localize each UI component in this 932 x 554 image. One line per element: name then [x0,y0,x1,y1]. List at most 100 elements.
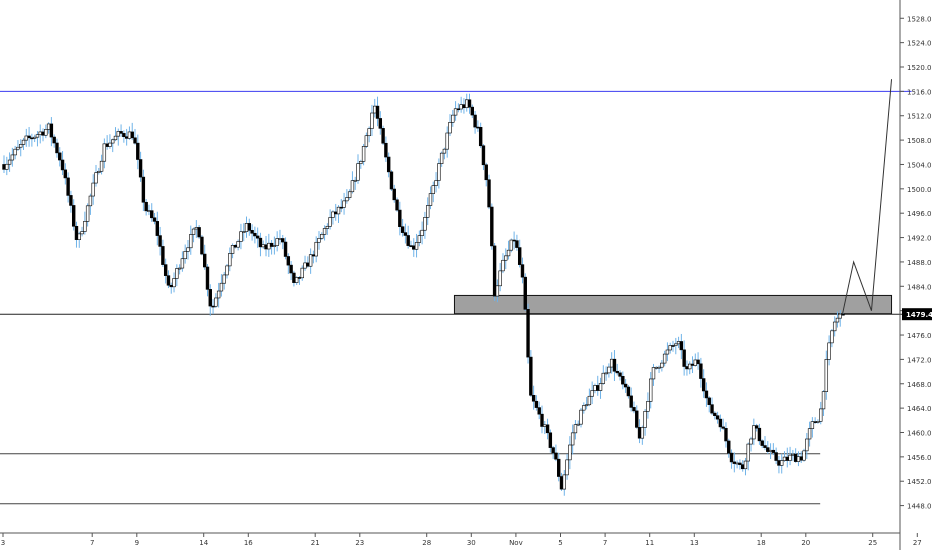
candle-body [813,421,817,423]
candle-body [328,217,332,227]
supply-zone-layer [453,294,893,315]
candle-body [568,444,572,461]
candle-body [398,209,402,227]
candle-body [515,240,519,248]
candle-body [579,409,583,425]
candle-body [155,221,160,236]
candle-body [322,228,327,235]
candle-body [554,452,558,460]
candle-body [749,438,753,445]
time-axis[interactable]: 379141621232830Nov57111318202527Dec469 [0,532,932,547]
candle-body [336,206,341,215]
candle-body [258,237,263,248]
candle-body [830,330,834,344]
candle-body [250,230,254,234]
candle-body [431,185,435,194]
price-tick-label: 1524.00 [907,40,932,48]
candle-body [60,159,65,171]
time-tick-label: 25 [868,539,877,547]
candle-body [172,278,176,288]
price-tick-label: 1516.00 [907,88,932,96]
candle-body [766,447,770,452]
time-tick-label: 16 [244,539,253,547]
time-tick-label: 20 [801,539,810,547]
candle-body [721,426,725,429]
time-tick-label: 13 [690,539,699,547]
candle-body [540,413,544,427]
time-tick-label: 30 [467,539,476,547]
price-tick-label: 1488.00 [907,259,932,267]
candle-body [821,391,826,410]
candle-body [548,432,553,448]
candle-body [144,201,148,212]
candle-body [183,251,187,260]
price-tick-label: 1508.00 [907,137,932,145]
candle-body [2,164,6,170]
time-tick-label: 27 [913,539,922,547]
candle-body [607,366,611,374]
candle-body [771,449,776,453]
candle-body [559,476,564,490]
candle-body [657,366,661,369]
candle-body [774,452,778,461]
candle-body [359,161,363,164]
candle-body [570,432,575,446]
price-axis[interactable]: 1448.00 1452.00 1456.00 1460.00 1464.00 1468.… [899,0,932,550]
candle-body [467,99,472,108]
candle-body [484,164,488,181]
price-tick-label: 1452.00 [907,478,932,486]
candle-body [88,195,93,207]
candle-body [228,253,232,267]
candle-body [169,284,173,288]
time-tick-label: 18 [757,539,766,547]
time-tick-label: 3 [1,539,5,547]
price-tick-label: 1456.00 [907,454,932,462]
candle-body [130,131,134,139]
candle-body [46,123,51,130]
candle-body [102,143,107,162]
price-tick-label: 1460.00 [907,429,932,437]
candle-body [621,376,625,385]
candle-body [506,249,511,257]
candle-body [166,275,171,286]
candle-body [470,106,474,116]
price-tick-label: 1520.00 [907,64,932,72]
candle-body [517,247,522,265]
candle-body [637,427,642,439]
candle-body [141,176,146,203]
candle-body [10,154,15,161]
candle-body [272,245,277,247]
candle-body [462,104,466,109]
price-tick-label: 1492.00 [907,235,932,243]
candle-body [253,232,257,237]
candle-body [763,445,767,448]
candle-body [342,200,346,208]
candle-body [99,160,104,172]
candle-body [662,353,667,364]
candle-body [124,136,129,139]
current-price-label: 1479.42 [906,311,932,319]
candle-body [635,410,639,428]
candle-body [596,385,600,391]
candle-body [414,242,419,250]
candle-body [325,225,330,229]
candle-body [777,460,781,466]
candle-body [116,131,120,137]
candle-body [77,233,81,240]
candle-body [699,363,703,379]
candle-body [453,108,458,116]
candle-body [696,359,700,365]
price-tick-label: 1504.00 [907,161,932,169]
time-tick-label: 14 [199,539,208,547]
candle-body [573,424,578,434]
candle-body [30,137,34,140]
candle-body [738,462,742,465]
candle-body [788,454,792,461]
candle-body [255,235,260,239]
candle-body [456,108,461,111]
candle-body [389,171,394,190]
candle-body [420,229,424,236]
candle-body [406,235,410,246]
